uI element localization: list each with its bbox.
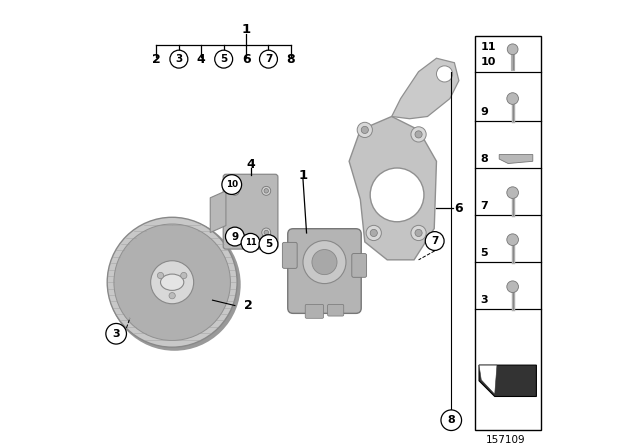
Circle shape — [157, 272, 164, 279]
Polygon shape — [479, 365, 497, 394]
Circle shape — [357, 122, 372, 138]
Text: 5: 5 — [265, 239, 272, 249]
FancyBboxPatch shape — [288, 228, 361, 314]
Text: 10: 10 — [481, 57, 496, 67]
Circle shape — [260, 50, 278, 68]
Circle shape — [366, 225, 381, 241]
Circle shape — [241, 233, 260, 252]
Text: 2: 2 — [244, 299, 253, 312]
Circle shape — [259, 235, 278, 254]
Circle shape — [425, 232, 444, 250]
Circle shape — [232, 230, 237, 235]
Circle shape — [411, 225, 426, 241]
Circle shape — [264, 189, 269, 193]
FancyBboxPatch shape — [352, 254, 367, 277]
Text: 7: 7 — [431, 236, 438, 246]
Text: 3: 3 — [481, 295, 488, 305]
Circle shape — [230, 228, 239, 237]
Circle shape — [107, 217, 237, 347]
Polygon shape — [392, 58, 459, 119]
Text: 3: 3 — [175, 54, 182, 64]
Ellipse shape — [161, 274, 184, 290]
Text: 6: 6 — [242, 52, 250, 66]
Text: 157109: 157109 — [486, 435, 525, 445]
Text: 8: 8 — [447, 415, 455, 425]
Text: 4: 4 — [197, 52, 205, 66]
FancyBboxPatch shape — [223, 174, 278, 249]
Circle shape — [262, 228, 271, 237]
Text: 7: 7 — [265, 54, 272, 64]
Circle shape — [106, 323, 127, 344]
Circle shape — [312, 250, 337, 275]
Circle shape — [361, 126, 369, 134]
Text: 9: 9 — [231, 232, 239, 241]
Circle shape — [214, 50, 232, 68]
Text: 8: 8 — [287, 52, 295, 66]
FancyBboxPatch shape — [328, 305, 344, 316]
Text: 9: 9 — [481, 107, 488, 117]
Text: 1: 1 — [241, 22, 251, 36]
Circle shape — [232, 189, 237, 193]
Circle shape — [169, 293, 175, 299]
Circle shape — [225, 227, 244, 246]
Circle shape — [230, 186, 239, 195]
Bar — [474, 36, 541, 430]
Polygon shape — [210, 191, 226, 233]
Circle shape — [180, 272, 187, 279]
Text: 7: 7 — [481, 201, 488, 211]
Polygon shape — [499, 155, 532, 164]
Text: 1: 1 — [298, 169, 308, 182]
Circle shape — [415, 229, 422, 237]
Text: 6: 6 — [454, 202, 463, 215]
Circle shape — [150, 261, 194, 304]
Circle shape — [222, 175, 241, 194]
Text: 11: 11 — [481, 42, 496, 52]
Circle shape — [507, 93, 518, 104]
Text: 11: 11 — [244, 238, 257, 247]
FancyBboxPatch shape — [305, 305, 324, 318]
Text: 3: 3 — [113, 329, 120, 339]
Circle shape — [441, 410, 461, 431]
Circle shape — [507, 234, 518, 246]
Circle shape — [507, 281, 518, 293]
Circle shape — [108, 218, 241, 351]
FancyBboxPatch shape — [282, 242, 297, 268]
Text: 5: 5 — [481, 248, 488, 258]
Circle shape — [370, 229, 378, 237]
Circle shape — [411, 127, 426, 142]
Circle shape — [436, 66, 452, 82]
Circle shape — [507, 187, 518, 198]
Circle shape — [415, 131, 422, 138]
Circle shape — [262, 186, 271, 195]
Text: 4: 4 — [246, 158, 255, 172]
Circle shape — [114, 224, 230, 340]
Polygon shape — [479, 365, 536, 396]
Circle shape — [508, 44, 518, 55]
Circle shape — [370, 168, 424, 222]
Text: 2: 2 — [152, 52, 161, 66]
Circle shape — [303, 241, 346, 284]
Polygon shape — [349, 116, 436, 260]
Text: 5: 5 — [220, 54, 227, 64]
Circle shape — [170, 50, 188, 68]
Circle shape — [264, 230, 269, 235]
Text: 10: 10 — [226, 180, 238, 189]
Text: 8: 8 — [481, 154, 488, 164]
